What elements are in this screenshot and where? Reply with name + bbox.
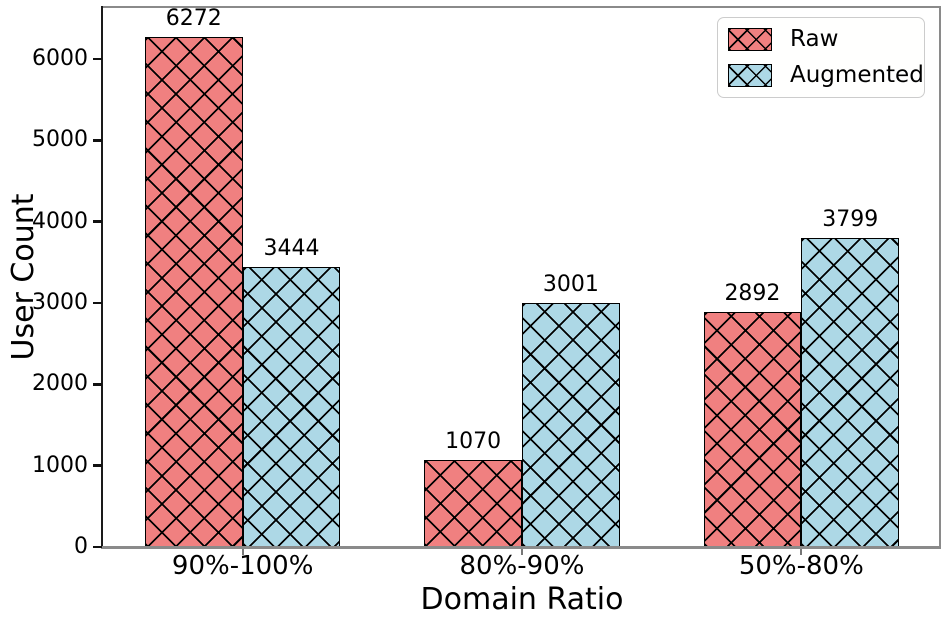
y-tick-label: 5000: [32, 127, 88, 153]
bar-value-label: 2892: [724, 280, 781, 306]
y-tick-label: 4000: [32, 208, 88, 234]
y-tick-mark: [93, 57, 102, 61]
bar-augmented-2: [801, 238, 900, 547]
bar-value-label: 3001: [542, 271, 599, 297]
legend-label-raw: Raw: [790, 26, 839, 52]
y-tick-label: 1000: [32, 452, 88, 478]
bar-value-label: 6272: [165, 5, 222, 31]
axis-spine-left: [101, 6, 103, 549]
x-tick-label: 50%-80%: [738, 551, 864, 581]
bar-value-label: 1070: [445, 428, 502, 454]
x-axis-label: Domain Ratio: [420, 582, 624, 617]
axis-spine-bottom: [101, 546, 941, 549]
y-tick-label: 3000: [32, 290, 88, 316]
bar-value-label: 3444: [263, 235, 320, 261]
x-tick-mark: [521, 549, 523, 555]
y-tick-label: 0: [74, 534, 88, 559]
legend-swatch-raw: [728, 28, 772, 51]
legend-item-raw: Raw: [728, 26, 914, 53]
bar-augmented-0: [242, 266, 341, 547]
bar-augmented-1: [522, 302, 620, 547]
legend-item-augmented: Augmented: [728, 62, 924, 89]
bar-value-label: 3799: [822, 207, 879, 233]
y-tick-label: 2000: [32, 371, 88, 397]
axis-spine-top: [101, 6, 941, 8]
y-tick-mark: [93, 545, 102, 549]
y-tick-mark: [93, 464, 102, 467]
x-tick-label: 90%-100%: [171, 551, 314, 581]
axis-spine-right: [939, 6, 941, 549]
bar-raw-2: [703, 311, 802, 547]
bar-raw-0: [144, 36, 243, 547]
y-tick-mark: [93, 220, 102, 223]
x-tick-mark: [800, 549, 803, 555]
y-tick-mark: [93, 383, 102, 386]
x-tick-label: 80%-90%: [459, 551, 585, 581]
y-tick-mark: [93, 301, 102, 305]
bar-raw-1: [424, 459, 522, 547]
legend-label-augmented: Augmented: [790, 62, 924, 88]
y-tick-mark: [93, 139, 102, 142]
legend: Raw Augmented: [717, 17, 925, 98]
legend-swatch-augmented: [728, 64, 772, 87]
y-tick-label: 6000: [32, 46, 88, 72]
x-tick-mark: [241, 549, 244, 555]
